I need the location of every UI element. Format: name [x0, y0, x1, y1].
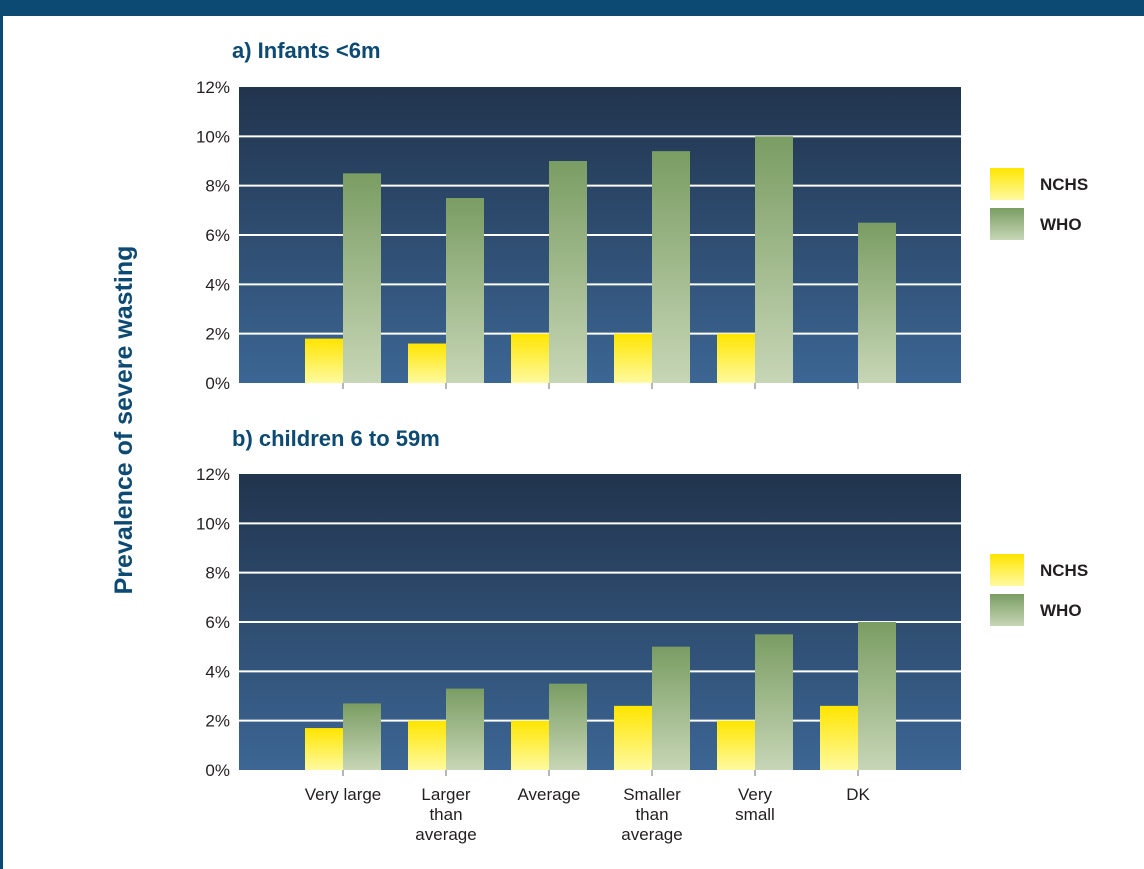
top-border-bar — [0, 0, 1144, 16]
y-tick-label: 12% — [196, 78, 230, 97]
y-tick-label: 8% — [205, 564, 230, 583]
bar-who — [755, 634, 793, 770]
bar-nchs — [717, 333, 755, 383]
y-tick-label: 6% — [205, 226, 230, 245]
bar-who — [446, 198, 484, 383]
bar-who — [343, 173, 381, 383]
y-tick-label: 10% — [196, 514, 230, 533]
x-category-label: Average — [517, 785, 580, 804]
y-tick-label: 8% — [205, 177, 230, 196]
y-tick-label: 10% — [196, 127, 230, 146]
panel-title: a) Infants <6m — [232, 38, 381, 63]
bar-nchs — [408, 343, 446, 383]
bar-who — [755, 136, 793, 383]
bar-nchs — [305, 338, 343, 383]
y-tick-label: 12% — [196, 465, 230, 484]
bar-who — [446, 688, 484, 770]
bar-nchs — [717, 720, 755, 770]
legend-label-who: WHO — [1040, 601, 1082, 620]
bar-nchs — [614, 333, 652, 383]
bar-nchs — [408, 720, 446, 770]
y-axis-label: Prevalence of severe wasting — [110, 246, 138, 595]
bar-nchs — [305, 728, 343, 770]
bar-who — [858, 222, 896, 383]
y-tick-label: 4% — [205, 275, 230, 294]
bar-nchs — [511, 720, 549, 770]
panel-title: b) children 6 to 59m — [232, 426, 440, 451]
legend-swatch-who — [990, 208, 1024, 240]
bar-nchs — [614, 705, 652, 770]
x-category-label: Very large — [305, 785, 382, 804]
left-border-bar — [0, 0, 3, 869]
bar-who — [549, 683, 587, 770]
bar-who — [343, 703, 381, 770]
y-tick-label: 2% — [205, 325, 230, 344]
y-tick-label: 6% — [205, 613, 230, 632]
y-tick-label: 2% — [205, 712, 230, 731]
bar-who — [858, 622, 896, 770]
legend-label-who: WHO — [1040, 215, 1082, 234]
legend-label-nchs: NCHS — [1040, 175, 1088, 194]
x-category-label: Larger than average — [415, 785, 476, 844]
y-tick-label: 4% — [205, 662, 230, 681]
bar-who — [652, 646, 690, 770]
x-category-label: DK — [846, 785, 870, 804]
bar-nchs — [511, 333, 549, 383]
bar-nchs — [820, 705, 858, 770]
y-tick-label: 0% — [205, 374, 230, 393]
legend-swatch-nchs — [990, 168, 1024, 200]
bar-who — [652, 151, 690, 383]
bar-who — [549, 161, 587, 383]
legend-swatch-nchs — [990, 554, 1024, 586]
x-category-label: Smaller than average — [621, 785, 682, 844]
legend-label-nchs: NCHS — [1040, 561, 1088, 580]
x-category-label: Very small — [735, 785, 775, 824]
legend-swatch-who — [990, 594, 1024, 626]
y-tick-label: 0% — [205, 761, 230, 780]
